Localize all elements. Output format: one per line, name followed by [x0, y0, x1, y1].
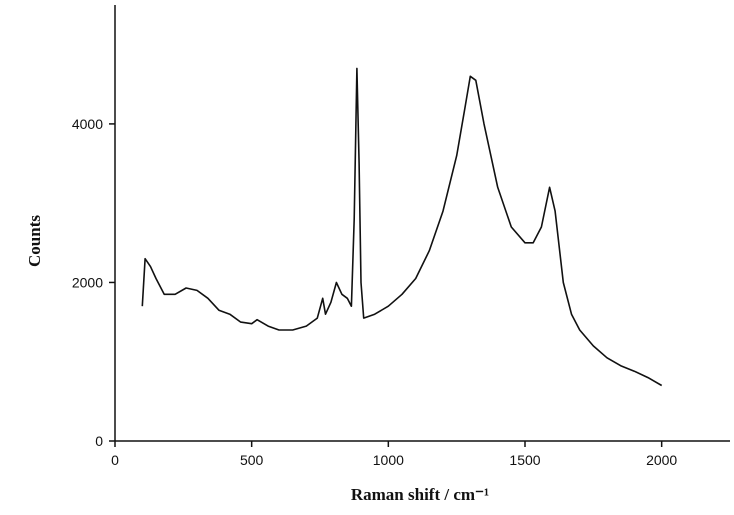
x-tick-label: 1000: [373, 452, 404, 468]
y-tick-label: 0: [95, 433, 103, 449]
x-tick-label: 1500: [509, 452, 540, 468]
y-tick-label: 4000: [72, 116, 103, 132]
x-tick-label: 2000: [646, 452, 677, 468]
x-axis-label: Raman shift / cm⁻¹: [351, 485, 489, 504]
x-tick-label: 0: [111, 452, 119, 468]
y-tick-label: 2000: [72, 274, 103, 290]
spectrum-line: [141, 67, 663, 387]
x-tick-label: 500: [240, 452, 264, 468]
y-axis-label: Counts: [25, 215, 44, 267]
